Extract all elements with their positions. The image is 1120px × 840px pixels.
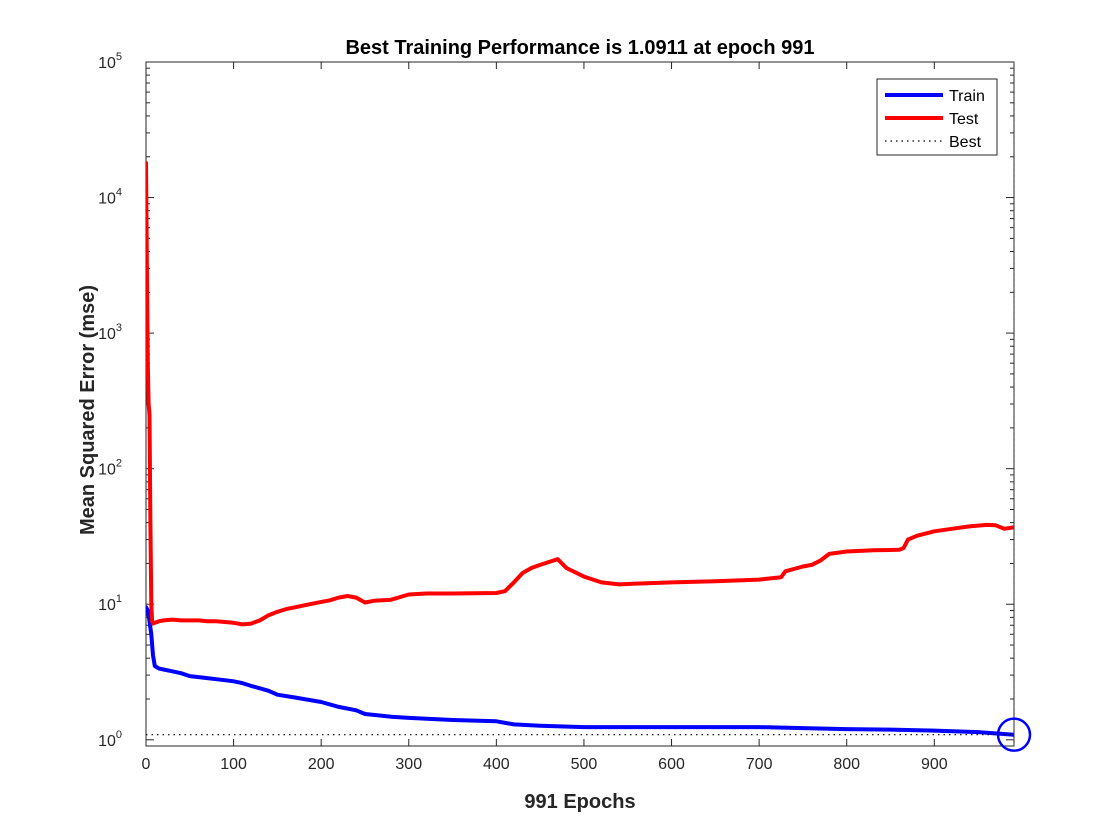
best-marker — [996, 717, 1032, 752]
legend: Train Test Best — [876, 78, 998, 156]
y-tick-exponent: 0 — [116, 729, 122, 741]
y-tick-exponent: 5 — [116, 51, 122, 63]
legend-label-train: Train — [949, 88, 985, 105]
x-tick-label: 700 — [746, 756, 773, 773]
y-tick-exponent: 3 — [116, 322, 122, 334]
x-tick-label: 900 — [921, 756, 948, 773]
x-tick-label: 200 — [308, 756, 335, 773]
x-tick-label: 400 — [483, 756, 510, 773]
series-line-train — [146, 605, 1014, 737]
x-tick-label: 100 — [220, 756, 247, 773]
y-tick-exponent: 4 — [116, 187, 122, 199]
series-line-test — [146, 161, 1014, 627]
x-axis-label: 991 Epochs — [524, 791, 635, 813]
legend-label-best: Best — [949, 134, 982, 151]
chart-title: Best Training Performance is 1.0911 at e… — [345, 37, 814, 59]
x-tick-label: 500 — [571, 756, 598, 773]
x-tick-label: 300 — [395, 756, 422, 773]
y-tick-exponent: 2 — [116, 458, 122, 470]
legend-label-test: Test — [949, 111, 979, 128]
y-axis-label: Mean Squared Error (mse) — [77, 285, 99, 535]
x-tick-label: 0 — [142, 756, 151, 773]
y-tick-exponent: 1 — [116, 593, 122, 605]
x-tick-label: 600 — [658, 756, 685, 773]
x-tick-label: 800 — [833, 756, 860, 773]
